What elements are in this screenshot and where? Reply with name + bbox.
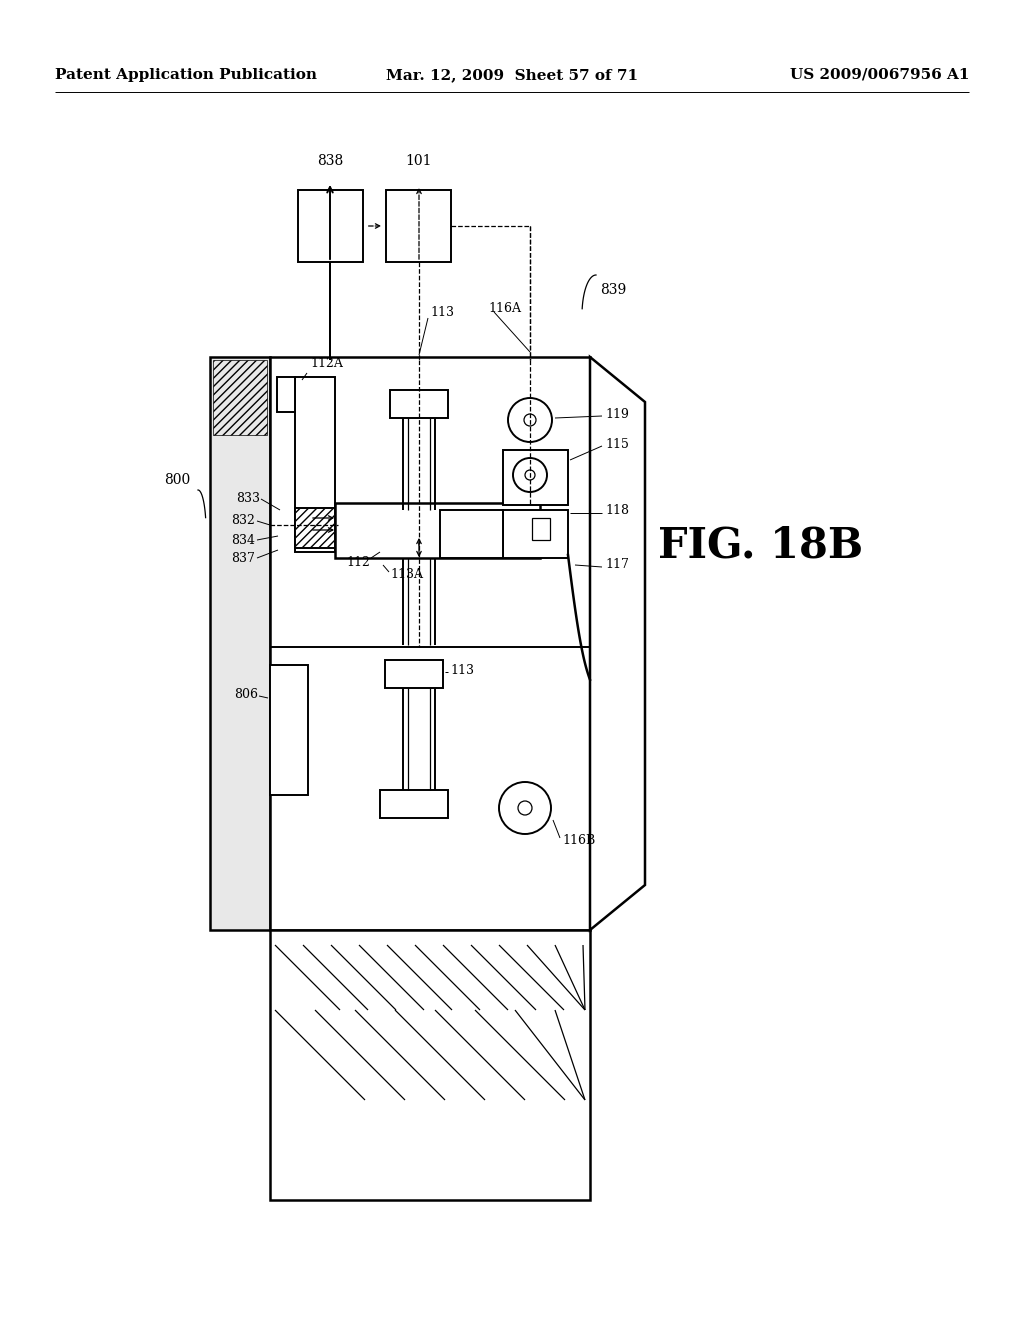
Bar	[532, 517, 550, 540]
Bar	[385, 660, 443, 688]
Text: 806: 806	[234, 689, 258, 701]
Text: 832: 832	[231, 513, 255, 527]
Text: 117: 117	[605, 558, 629, 572]
Bar	[335, 503, 540, 558]
Bar	[386, 190, 451, 261]
Bar	[440, 510, 503, 558]
Bar	[380, 789, 449, 818]
Text: 839: 839	[600, 282, 627, 297]
Text: FIG. 18B: FIG. 18B	[658, 524, 863, 566]
Text: 834: 834	[231, 533, 255, 546]
Text: 113: 113	[430, 306, 454, 319]
Text: 118: 118	[605, 503, 629, 516]
Bar	[213, 360, 267, 436]
Text: US 2009/0067956 A1: US 2009/0067956 A1	[790, 69, 969, 82]
Text: Patent Application Publication: Patent Application Publication	[55, 69, 317, 82]
Text: 833: 833	[236, 491, 260, 504]
Text: 101: 101	[406, 154, 432, 168]
Text: 112: 112	[346, 556, 370, 569]
Text: 113A: 113A	[390, 569, 423, 582]
Text: 116A: 116A	[488, 301, 521, 314]
Text: Mar. 12, 2009  Sheet 57 of 71: Mar. 12, 2009 Sheet 57 of 71	[386, 69, 638, 82]
Polygon shape	[590, 356, 645, 931]
Bar	[503, 510, 568, 558]
Text: 112A: 112A	[310, 356, 343, 370]
Bar	[278, 378, 295, 412]
Text: 115: 115	[605, 438, 629, 451]
Bar	[270, 931, 590, 1200]
Text: 800: 800	[164, 473, 190, 487]
Bar	[270, 356, 590, 931]
Text: 838: 838	[316, 154, 343, 168]
Text: 116B: 116B	[562, 833, 595, 846]
Bar	[298, 190, 362, 261]
Bar	[390, 389, 449, 418]
Bar	[296, 510, 334, 546]
Bar	[295, 378, 335, 552]
Bar	[295, 508, 335, 548]
Bar	[503, 450, 568, 506]
Bar	[270, 665, 308, 795]
Text: 119: 119	[605, 408, 629, 421]
Text: 837: 837	[231, 552, 255, 565]
Text: 113: 113	[450, 664, 474, 676]
Bar	[210, 356, 270, 931]
